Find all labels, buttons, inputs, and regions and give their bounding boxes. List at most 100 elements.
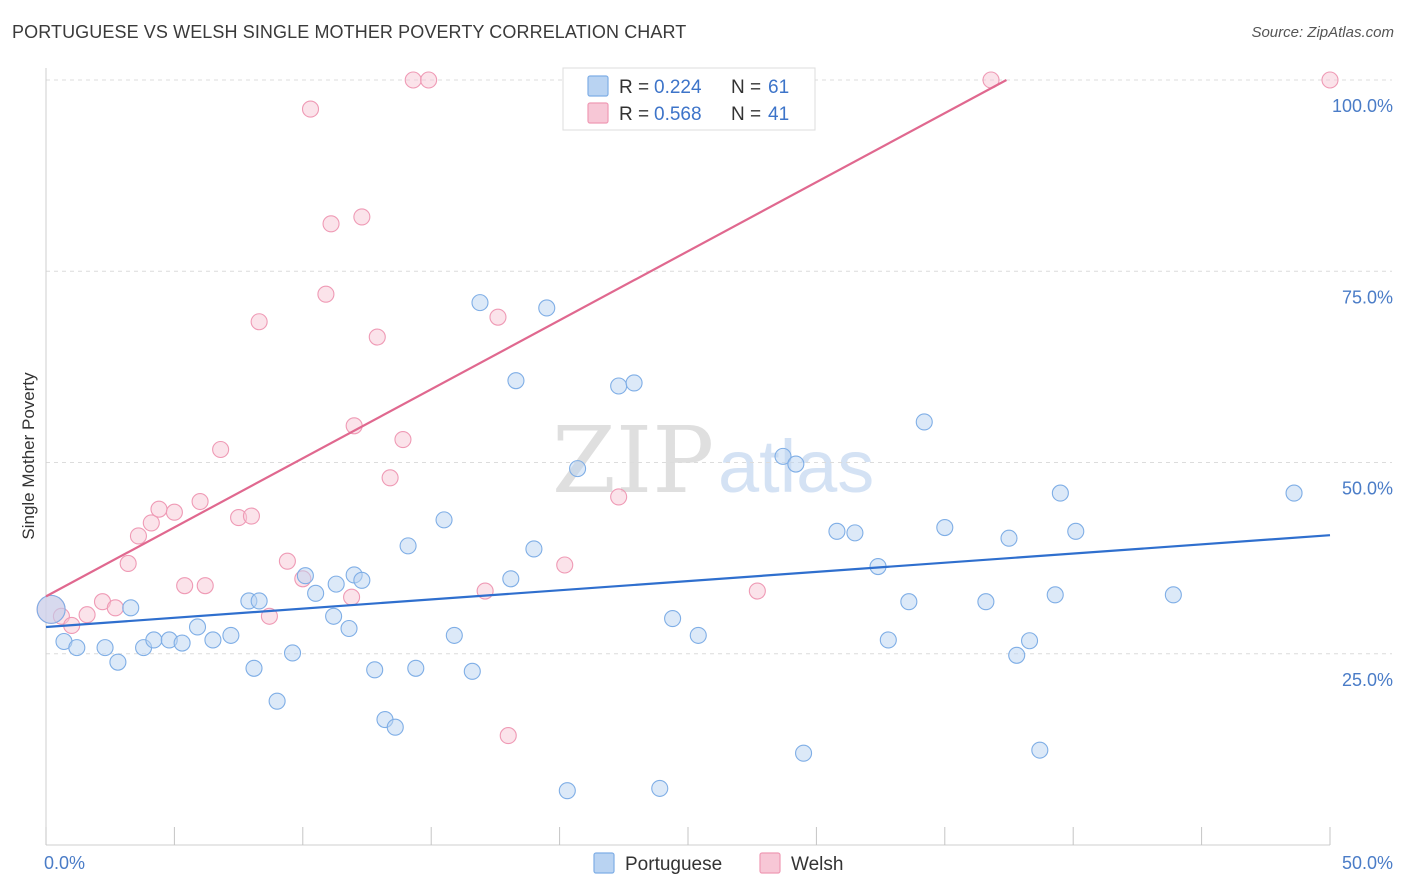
legend-r-label-portuguese: R =	[619, 77, 649, 98]
point-portuguese	[846, 524, 864, 542]
point-welsh	[420, 71, 438, 89]
point-portuguese	[1067, 522, 1085, 540]
y-tick-label: 25.0%	[1342, 670, 1393, 690]
tick-labels: 25.0% 50.0% 75.0% 100.0% 0.0% 50.0%	[44, 96, 1393, 873]
point-portuguese	[610, 377, 628, 395]
chart-title: PORTUGUESE VS WELSH SINGLE MOTHER POVERT…	[12, 22, 687, 42]
point-welsh	[119, 554, 137, 573]
point-portuguese	[936, 518, 954, 537]
point-portuguese	[977, 593, 995, 611]
point-portuguese	[507, 372, 525, 390]
point-portuguese	[1020, 632, 1039, 650]
point-portuguese	[250, 592, 268, 610]
point-portuguese	[558, 782, 576, 800]
point-portuguese	[828, 522, 846, 540]
legend-r-value-welsh: 0.568	[654, 104, 702, 125]
point-portuguese	[296, 567, 314, 585]
point-portuguese	[915, 413, 933, 431]
point-welsh	[1321, 71, 1339, 89]
legend-swatch-welsh	[587, 102, 609, 124]
legend-r-value-portuguese: 0.224	[654, 77, 702, 98]
point-portuguese	[1000, 529, 1018, 547]
point-portuguese	[787, 455, 805, 473]
point-welsh	[610, 488, 628, 506]
point-portuguese	[68, 639, 86, 657]
point-portuguese	[1031, 741, 1049, 759]
bottom-legend-swatch-welsh	[759, 852, 781, 874]
point-welsh	[317, 285, 335, 303]
point-portuguese	[407, 659, 425, 677]
point-welsh	[381, 469, 399, 487]
point-portuguese	[109, 653, 127, 671]
point-portuguese	[774, 447, 792, 465]
point-welsh	[353, 208, 371, 226]
data-points	[36, 71, 1339, 800]
legend-n-value-portuguese: 61	[768, 77, 789, 98]
point-welsh	[404, 71, 422, 89]
point-portuguese	[471, 294, 489, 312]
point-welsh	[196, 577, 214, 595]
point-welsh	[368, 328, 386, 346]
source-label: Source: ZipAtlas.com	[1251, 24, 1394, 41]
point-portuguese	[900, 593, 918, 611]
bottom-legend-swatch-portuguese	[593, 852, 615, 874]
point-welsh	[212, 440, 230, 459]
trend-line-welsh	[45, 79, 1007, 598]
point-portuguese	[327, 575, 345, 593]
point-portuguese	[525, 540, 543, 558]
point-welsh	[394, 430, 412, 449]
point-portuguese	[463, 662, 481, 680]
point-portuguese	[245, 659, 263, 677]
axes	[45, 68, 1331, 846]
point-welsh	[165, 503, 183, 521]
point-portuguese	[502, 570, 520, 588]
point-portuguese	[569, 460, 587, 478]
point-portuguese	[795, 744, 813, 762]
bottom-legend-label-portuguese: Portuguese	[625, 854, 722, 875]
point-welsh	[106, 599, 124, 617]
point-portuguese	[538, 299, 556, 317]
point-welsh	[150, 500, 168, 518]
point-portuguese	[1285, 484, 1303, 502]
grid-lines	[46, 79, 1392, 655]
point-welsh	[322, 215, 340, 233]
y-axis-title: Single Mother Poverty	[19, 372, 38, 540]
point-portuguese	[435, 511, 453, 529]
point-portuguese	[664, 610, 682, 628]
point-portuguese	[386, 718, 404, 736]
point-portuguese	[325, 607, 343, 625]
point-portuguese	[399, 537, 417, 555]
point-portuguese	[96, 639, 114, 657]
point-welsh	[242, 507, 260, 525]
x-tick-label: 0.0%	[44, 853, 85, 873]
series-legend: Portuguese Welsh	[593, 852, 843, 875]
point-portuguese	[651, 779, 669, 797]
point-portuguese	[366, 661, 384, 679]
y-tick-label: 100.0%	[1332, 96, 1393, 116]
point-portuguese	[307, 584, 325, 602]
point-portuguese	[188, 618, 207, 636]
point-portuguese	[1008, 646, 1026, 664]
point-portuguese	[689, 626, 707, 644]
point-portuguese	[1164, 586, 1182, 604]
y-tick-label: 75.0%	[1342, 287, 1393, 307]
point-welsh	[191, 492, 209, 511]
point-welsh	[78, 606, 96, 624]
bottom-legend-label-welsh: Welsh	[791, 854, 843, 875]
point-portuguese	[353, 571, 371, 589]
legend-r-label-welsh: R =	[619, 104, 649, 125]
point-portuguese	[1046, 586, 1064, 604]
point-welsh	[278, 552, 296, 570]
trend-lines	[45, 79, 1331, 629]
point-portuguese	[122, 599, 140, 617]
point-welsh	[250, 313, 268, 331]
point-welsh	[129, 527, 147, 545]
legend-n-label-portuguese: N =	[731, 77, 761, 98]
point-welsh	[176, 577, 194, 595]
point-portuguese	[173, 634, 191, 652]
point-welsh	[489, 308, 507, 326]
point-portuguese	[145, 631, 163, 649]
legend-n-label-welsh: N =	[731, 104, 761, 125]
legend-swatch-portuguese	[587, 75, 609, 97]
